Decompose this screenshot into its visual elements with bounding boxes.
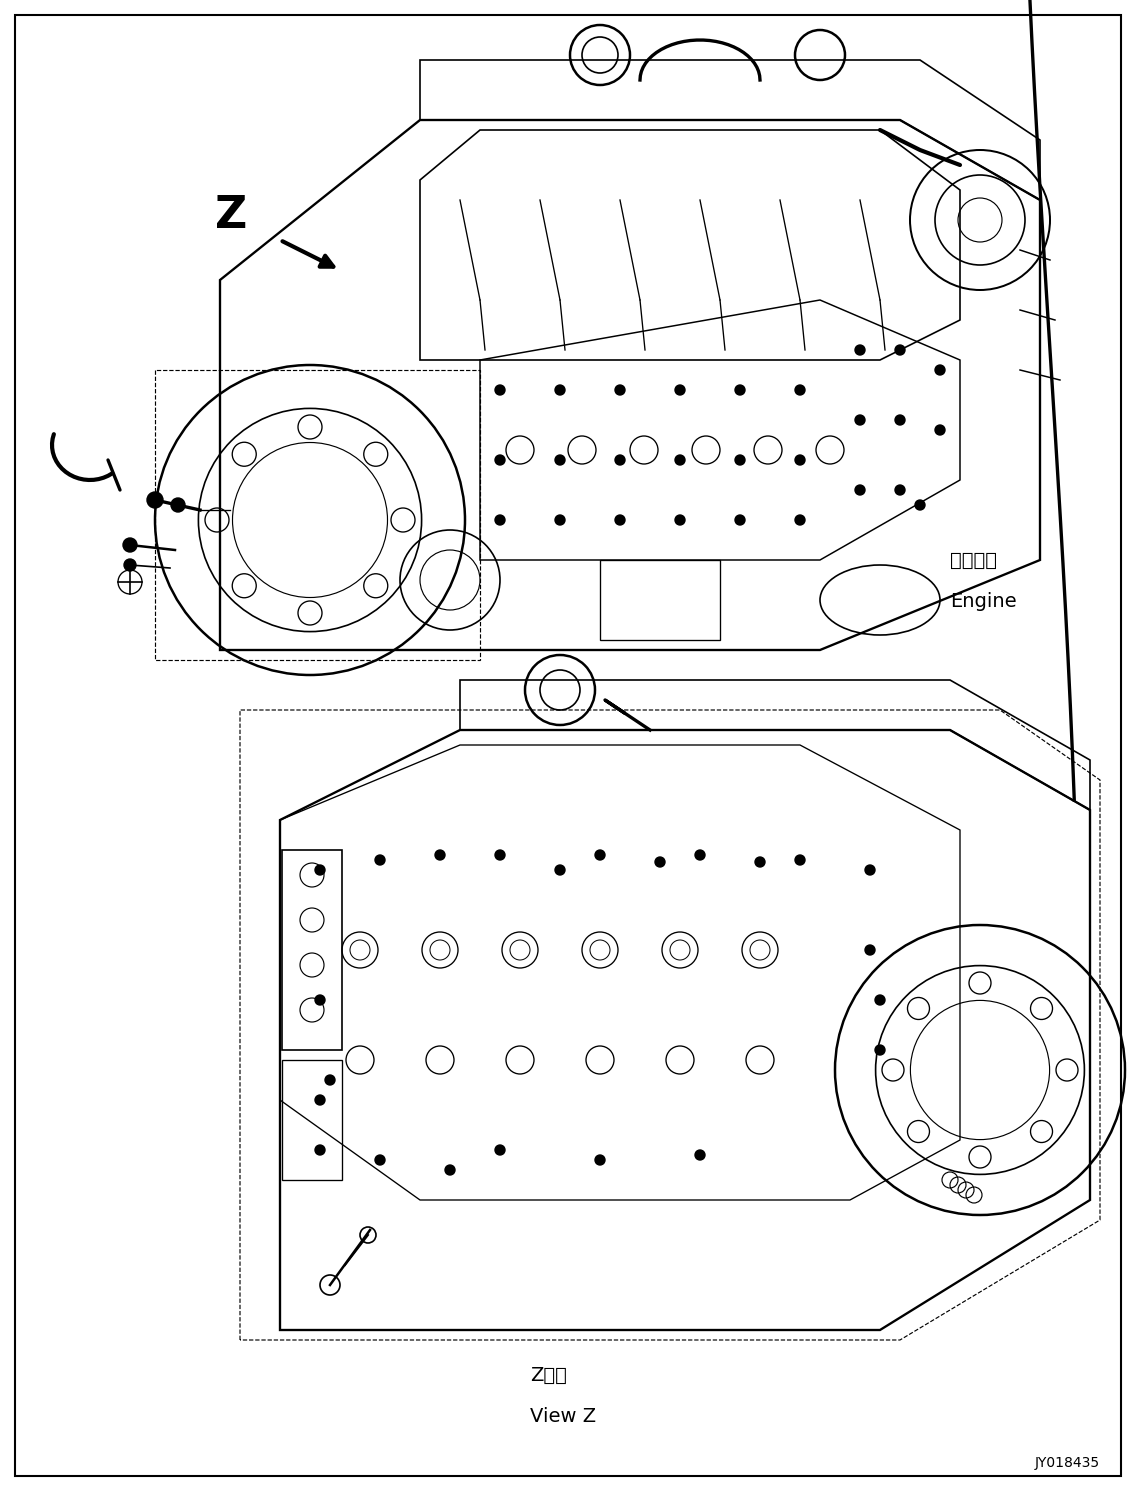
Circle shape <box>495 514 506 525</box>
Circle shape <box>495 1145 506 1156</box>
Circle shape <box>556 385 565 395</box>
Circle shape <box>315 1094 325 1105</box>
Circle shape <box>147 492 162 508</box>
Text: エンジン: エンジン <box>950 552 997 570</box>
Bar <box>282 1060 342 1179</box>
Circle shape <box>435 850 445 860</box>
Circle shape <box>875 1045 885 1056</box>
Circle shape <box>695 1150 705 1160</box>
Circle shape <box>875 994 885 1005</box>
Circle shape <box>655 857 665 866</box>
Circle shape <box>595 850 605 860</box>
Circle shape <box>855 344 864 355</box>
Circle shape <box>495 850 506 860</box>
Circle shape <box>895 414 905 425</box>
Text: JY018435: JY018435 <box>1035 1457 1100 1470</box>
Bar <box>282 850 342 1050</box>
Circle shape <box>615 514 625 525</box>
Circle shape <box>864 865 875 875</box>
Circle shape <box>675 514 685 525</box>
Circle shape <box>495 385 506 395</box>
Circle shape <box>172 498 185 511</box>
Circle shape <box>795 455 805 465</box>
Circle shape <box>895 344 905 355</box>
Circle shape <box>315 865 325 875</box>
Circle shape <box>556 455 565 465</box>
Circle shape <box>375 1156 385 1164</box>
Circle shape <box>855 414 864 425</box>
Circle shape <box>375 854 385 865</box>
Circle shape <box>315 994 325 1005</box>
Circle shape <box>855 485 864 495</box>
Circle shape <box>914 499 925 510</box>
Circle shape <box>735 385 745 395</box>
Circle shape <box>123 538 137 552</box>
Circle shape <box>695 850 705 860</box>
Bar <box>600 561 720 640</box>
Circle shape <box>615 385 625 395</box>
Text: View Z: View Z <box>531 1408 596 1425</box>
Circle shape <box>895 485 905 495</box>
Circle shape <box>595 1156 605 1164</box>
Circle shape <box>795 514 805 525</box>
Circle shape <box>735 514 745 525</box>
Circle shape <box>495 455 506 465</box>
Circle shape <box>325 1075 335 1085</box>
Circle shape <box>675 385 685 395</box>
Circle shape <box>755 857 765 866</box>
Circle shape <box>795 854 805 865</box>
Circle shape <box>864 945 875 956</box>
Circle shape <box>735 455 745 465</box>
Circle shape <box>556 514 565 525</box>
Circle shape <box>124 559 136 571</box>
Circle shape <box>556 865 565 875</box>
Circle shape <box>675 455 685 465</box>
Circle shape <box>795 385 805 395</box>
Circle shape <box>315 1145 325 1156</box>
Circle shape <box>615 455 625 465</box>
Circle shape <box>935 425 945 435</box>
Text: Z: Z <box>215 194 248 237</box>
Text: Engine: Engine <box>950 592 1017 611</box>
Text: Z　視: Z 視 <box>531 1366 567 1385</box>
Circle shape <box>445 1164 456 1175</box>
Circle shape <box>935 365 945 376</box>
